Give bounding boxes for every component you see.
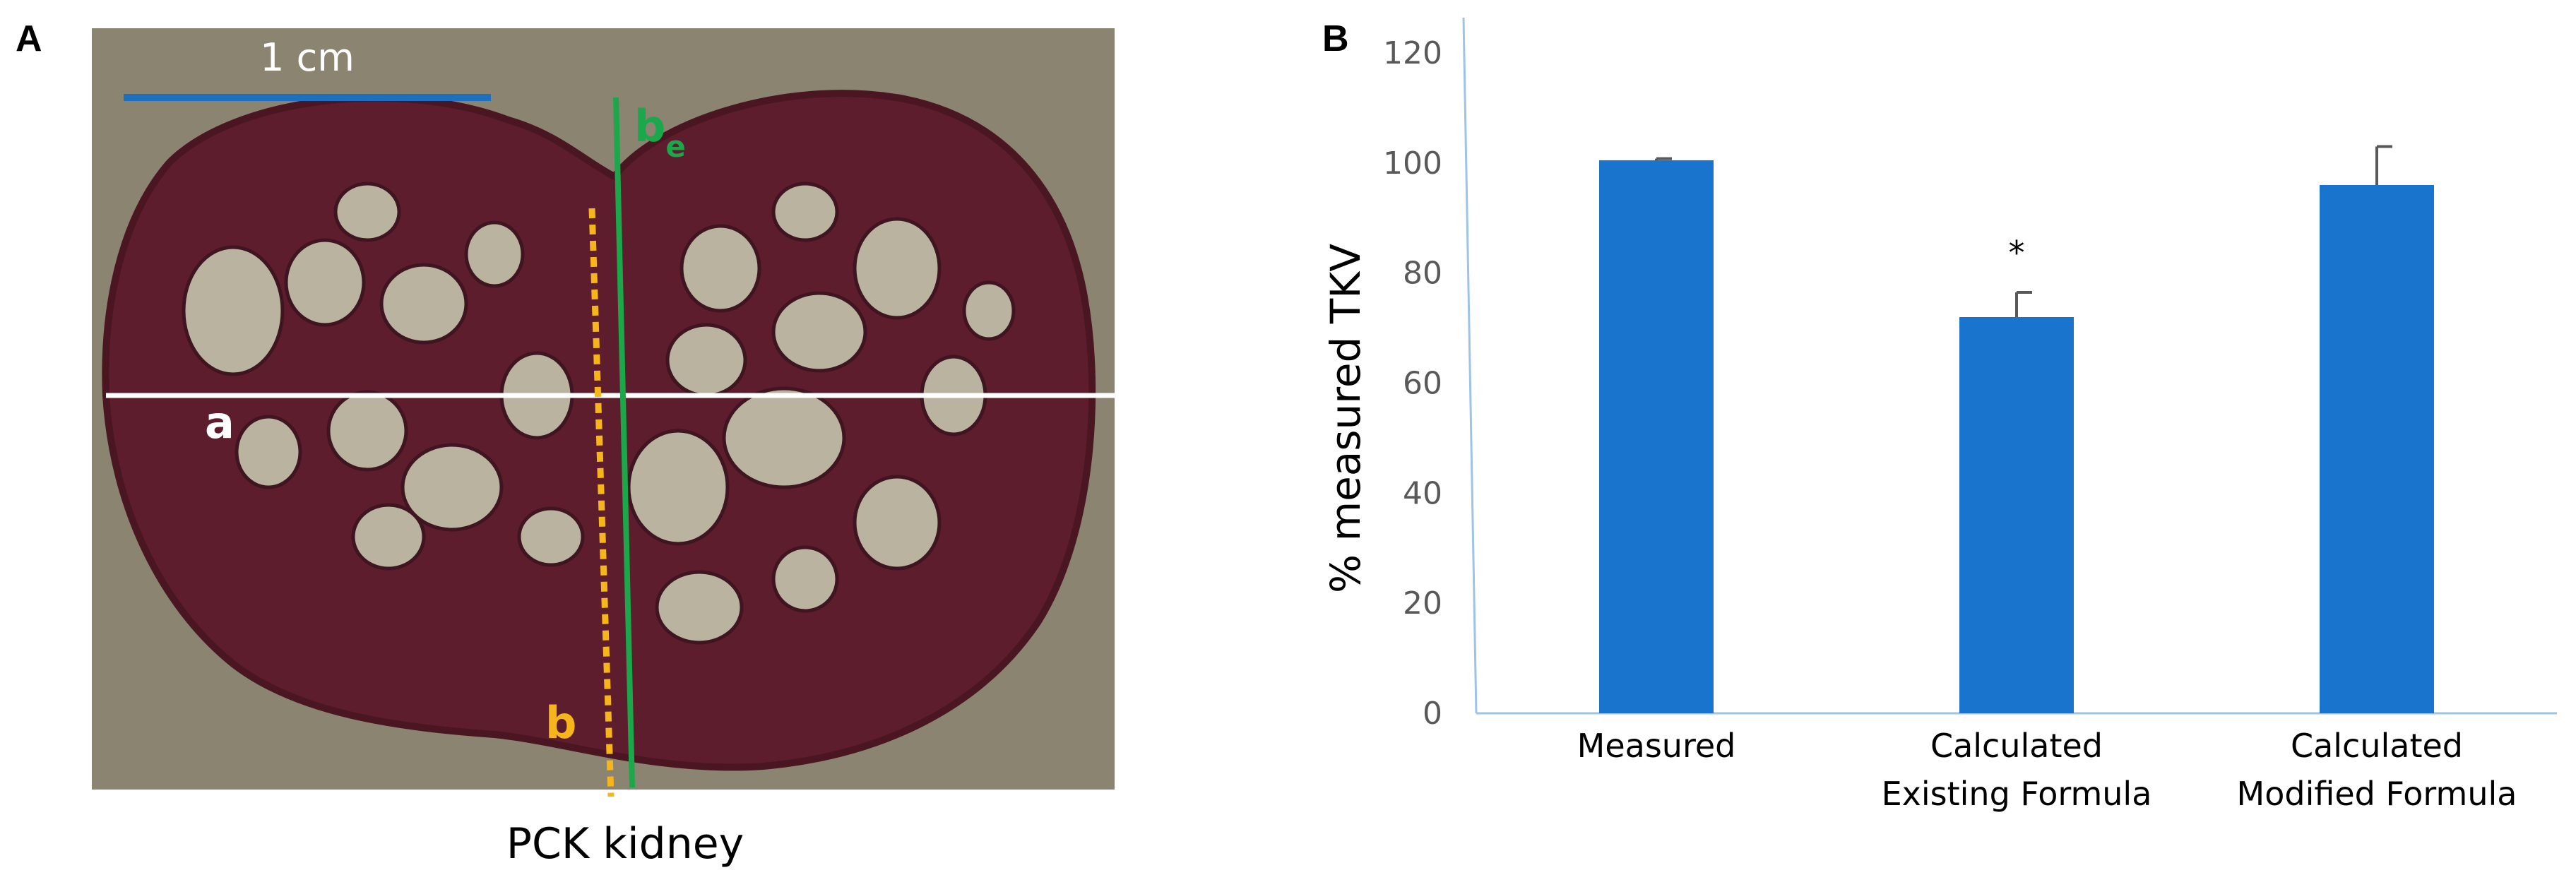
y-tick-label: 20 [1403, 585, 1442, 621]
scale-bar-label: 1 cm [260, 35, 355, 80]
line-be-subscript: e [665, 129, 686, 164]
kidney-photo [92, 28, 1115, 790]
panel-b-label: B [1322, 18, 1349, 59]
panel-a-label: A [16, 18, 42, 59]
cysts [182, 181, 1016, 645]
bar [1599, 160, 1714, 713]
y-tick-label: 120 [1383, 35, 1442, 71]
category-label: Calculated Existing Formula [1882, 727, 2152, 813]
category-label-line: Calculated [1930, 727, 2103, 765]
line-a-label: a [205, 397, 235, 448]
category-label-line: Measured [1577, 727, 1736, 765]
line-be [613, 97, 635, 788]
y-tick-labels: 0 20 40 60 80 100 120 [1383, 35, 1442, 732]
category-label-line: Calculated [2291, 727, 2463, 765]
panel-a-caption: PCK kidney [506, 819, 744, 869]
error-bars [1655, 145, 2392, 317]
line-be-label: b [634, 100, 665, 152]
kidney-outline [102, 90, 1096, 771]
category-label-line: Existing Formula [1882, 775, 2152, 813]
category-labels: Measured Calculated Existing FormulaCalcul… [1577, 727, 2517, 813]
y-axis [1462, 17, 1478, 714]
bar [1959, 317, 2074, 713]
y-tick-label: 0 [1423, 696, 1442, 732]
significance-marker: * [2009, 234, 2025, 272]
bars [1599, 160, 2434, 713]
category-label-line: Modified Formula [2237, 775, 2517, 813]
category-label: Measured [1577, 727, 1736, 765]
bar [2320, 185, 2434, 713]
y-tick-label: 80 [1403, 256, 1442, 292]
significance-markers: * [2009, 234, 2025, 272]
y-tick-label: 100 [1383, 145, 1442, 181]
line-b-label: b [545, 697, 576, 749]
line-be-label-group: be [634, 100, 686, 164]
y-tick-label: 40 [1403, 475, 1442, 511]
y-axis-label: % measured TKV [1322, 244, 1370, 593]
bar-chart: 0 20 40 60 80 100 120 Measured Calculated Existi… [1322, 17, 2557, 813]
category-label: Calculated Modified Formula [2237, 727, 2517, 813]
y-tick-label: 60 [1403, 366, 1442, 402]
line-b [588, 208, 615, 797]
